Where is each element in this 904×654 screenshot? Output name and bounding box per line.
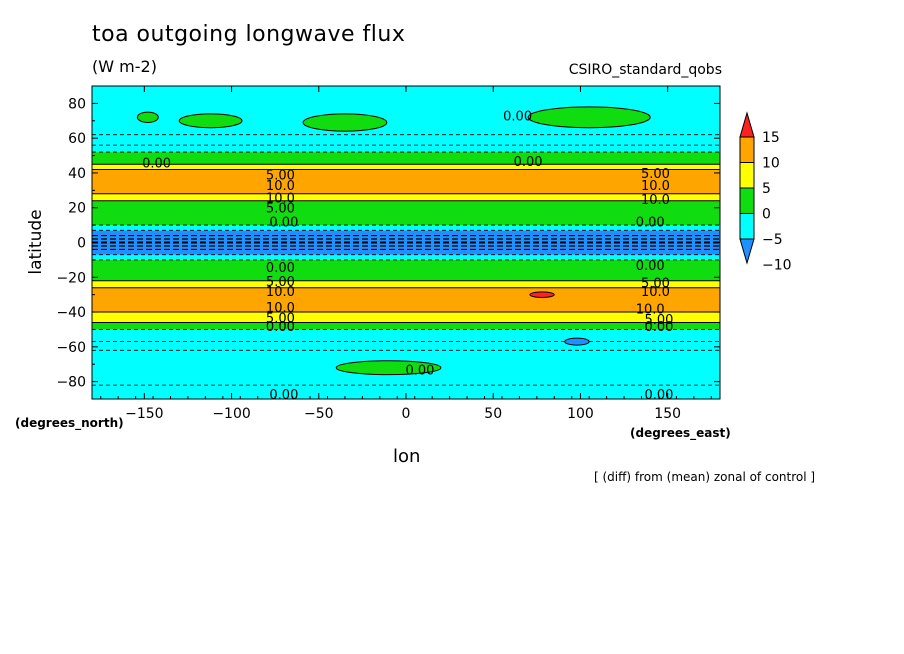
x-tick-label-4: 50: [484, 406, 502, 422]
contour-label-23: 0.00: [405, 363, 434, 378]
contour-label-17: 0.00: [636, 259, 665, 274]
band-10: [92, 193, 720, 201]
y-tick-label-6: −40: [56, 305, 86, 321]
contour-label-0: 0.00: [503, 110, 532, 125]
x-axis-units: (degrees_east): [630, 426, 731, 440]
comparison-note: [ (diff) from (mean) zonal of control ]: [594, 470, 816, 484]
x-tick-label-2: −50: [304, 406, 334, 422]
y-tick-label-3: 20: [68, 201, 86, 217]
contour-label-6: 5.00: [266, 202, 295, 217]
colorbar-segment-1: [739, 136, 755, 163]
band-5: [92, 259, 720, 281]
patch-6: [564, 337, 590, 346]
x-tick-label-5: 100: [567, 406, 594, 422]
contour-label-9: 10.0: [641, 193, 670, 208]
colorbar-cap-bottom: [739, 238, 755, 265]
contour-label-25: 0.00: [644, 388, 673, 403]
band-12: [92, 164, 720, 170]
contour-label-21: 5.00: [644, 313, 673, 328]
contour-label-26: 0.00: [269, 216, 298, 231]
band-1: [92, 322, 720, 330]
colorbar-label-1: 10: [762, 156, 780, 172]
contour-label-24: 0.00: [269, 388, 298, 403]
chart-units: (W m-2): [92, 57, 157, 76]
chart-title: toa outgoing longwave flux: [92, 22, 406, 47]
band-8: [92, 225, 720, 231]
patch-2: [527, 106, 651, 129]
x-tick-label-6: 150: [654, 406, 681, 422]
contour-label-13: 5.00: [266, 311, 295, 326]
y-tick-label-1: 60: [68, 131, 86, 147]
band-2: [92, 312, 720, 323]
patch-1: [302, 113, 388, 132]
contour-label-22: 0.00: [644, 320, 673, 335]
patch-5: [529, 291, 555, 298]
band-11: [92, 169, 720, 194]
band-3: [92, 287, 720, 313]
colorbar-segment-2: [739, 162, 755, 189]
contour-label-14: 0.00: [266, 320, 295, 335]
y-tick-label-5: −20: [56, 270, 86, 286]
x-tick-label-3: 0: [402, 406, 411, 422]
y-tick-label-7: −60: [56, 340, 86, 356]
contour-label-8: 10.0: [641, 179, 670, 194]
contour-label-5: 10.0: [266, 191, 295, 206]
colorbar-label-3: 0: [762, 207, 771, 223]
y-tick-label-8: −80: [56, 375, 86, 391]
contour-label-2: 0.00: [514, 155, 543, 170]
patch-4: [335, 360, 442, 376]
contour-label-16: 0.00: [636, 216, 665, 231]
colorbar-segment-3: [739, 187, 755, 214]
contour-label-20: 10.0: [636, 303, 665, 318]
contour-label-11: 10.0: [266, 285, 295, 300]
contour-label-1: 0.00: [142, 157, 171, 172]
colorbar-label-5: −10: [762, 258, 792, 274]
x-axis-label: lon: [393, 446, 421, 467]
patch-3: [136, 111, 159, 124]
patch-0: [178, 113, 243, 129]
colorbar-label-0: 15: [762, 130, 780, 146]
contour-label-18: 5.00: [641, 276, 670, 291]
contour-label-15: 0.00: [266, 261, 295, 276]
y-tick-label-0: 80: [68, 96, 86, 112]
band-6: [92, 254, 720, 260]
colorbar-label-4: −5: [762, 232, 783, 248]
contour-label-19: 10.0: [641, 285, 670, 300]
contour-label-7: 5.00: [641, 167, 670, 182]
band-9: [92, 200, 720, 226]
y-tick-label-2: 40: [68, 166, 86, 182]
model-name: CSIRO_standard_qobs: [568, 62, 722, 78]
x-tick-label-0: −150: [125, 406, 163, 422]
y-tick-label-4: 0: [77, 236, 86, 252]
contour-label-12: 10.0: [266, 301, 295, 316]
band-4: [92, 280, 720, 288]
y-axis-units: (degrees_north): [15, 416, 124, 430]
contour-label-10: 5.00: [266, 275, 295, 290]
contour-label-4: 10.0: [266, 179, 295, 194]
colorbar-label-2: 5: [762, 181, 771, 197]
colorbar-cap-top: [739, 111, 755, 138]
colorbar-segment-4: [739, 213, 755, 240]
band-13: [92, 152, 720, 165]
contour-label-3: 5.00: [266, 169, 295, 184]
x-tick-label-1: −100: [212, 406, 250, 422]
